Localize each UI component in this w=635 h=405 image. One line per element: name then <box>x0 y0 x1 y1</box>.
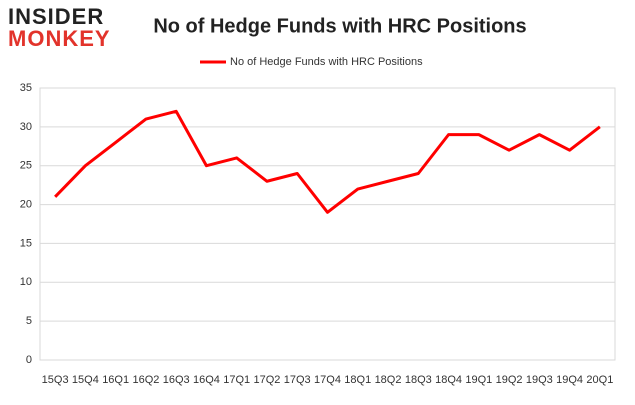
x-tick-label: 17Q1 <box>223 374 250 386</box>
x-tick-label: 18Q1 <box>344 374 371 386</box>
x-tick-label: 16Q4 <box>193 374 220 386</box>
x-tick-label: 17Q4 <box>314 374 341 386</box>
data-line <box>54 109 601 214</box>
y-tick-label: 15 <box>20 237 32 249</box>
y-tick-label: 0 <box>26 354 32 366</box>
y-tick-label: 25 <box>20 160 32 172</box>
y-tick-label: 20 <box>20 198 32 210</box>
x-tick-label: 16Q3 <box>163 374 190 386</box>
x-tick-label: 17Q3 <box>284 374 311 386</box>
y-tick-label: 10 <box>20 276 32 288</box>
x-tick-label: 19Q1 <box>465 374 492 386</box>
x-tick-label: 18Q2 <box>375 374 402 386</box>
y-tick-label: 35 <box>20 82 32 94</box>
plot-frame <box>39 87 616 361</box>
x-tick-label: 19Q3 <box>526 374 553 386</box>
x-tick-label: 19Q4 <box>556 374 583 386</box>
y-tick-label: 5 <box>26 315 32 327</box>
y-tick-label: 30 <box>20 121 32 133</box>
x-tick-label: 18Q4 <box>435 374 462 386</box>
x-tick-label: 15Q3 <box>42 374 69 386</box>
x-tick-label: 15Q4 <box>72 374 99 386</box>
x-tick-label: 17Q2 <box>254 374 281 386</box>
x-tick-label: 16Q1 <box>102 374 129 386</box>
chart-title: No of Hedge Funds with HRC Positions <box>153 15 526 37</box>
x-tick-label: 16Q2 <box>132 374 159 386</box>
x-tick-label: 19Q2 <box>496 374 523 386</box>
x-tick-label: 18Q3 <box>405 374 432 386</box>
x-tick-label: 20Q1 <box>586 374 613 386</box>
logo-bottom: MONKEY <box>8 26 111 51</box>
legend-label: No of Hedge Funds with HRC Positions <box>230 56 423 68</box>
logo-top: INSIDER <box>8 4 104 29</box>
